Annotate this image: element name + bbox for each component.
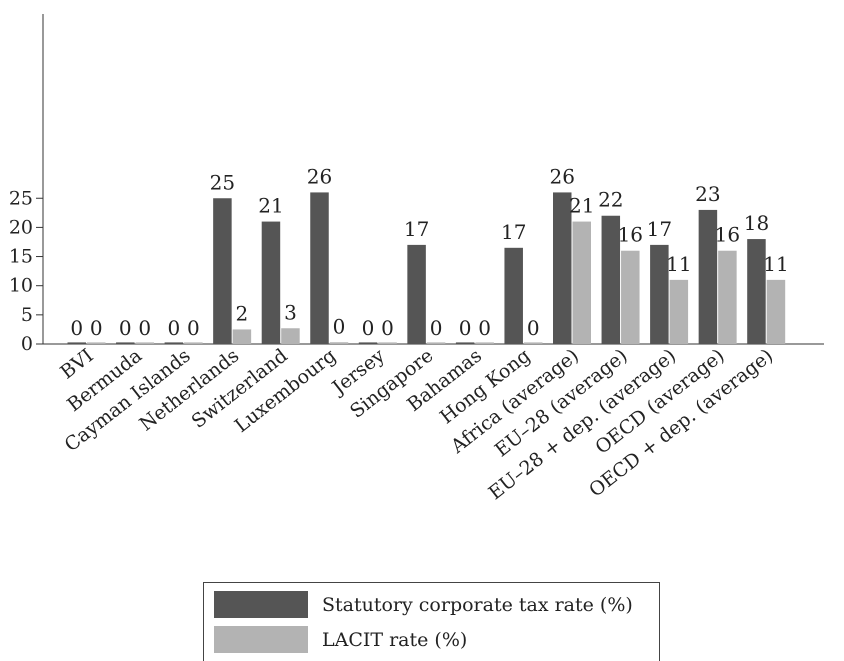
value-label-statutory: 0: [362, 316, 375, 340]
bar-statutory: [698, 209, 718, 344]
legend-label-statutory: Statutory corporate tax rate (%): [322, 593, 633, 616]
bar-lacit: [87, 342, 106, 344]
y-tick-label: 5: [21, 304, 33, 326]
bar-statutory: [213, 198, 232, 344]
bar-lacit: [475, 342, 494, 344]
bar-lacit: [135, 342, 155, 344]
bar-statutory: [358, 342, 378, 344]
y-tick-label: 15: [9, 246, 33, 268]
bar-lacit: [766, 279, 786, 344]
value-label-statutory: 25: [210, 170, 235, 194]
value-label-lacit: 11: [666, 252, 691, 276]
value-label-lacit: 0: [90, 316, 103, 340]
value-label-statutory: 22: [598, 188, 623, 212]
value-label-statutory: 17: [404, 217, 429, 241]
value-label-statutory: 17: [647, 217, 672, 241]
value-label-statutory: 23: [695, 182, 720, 206]
value-label-statutory: 26: [307, 164, 332, 188]
bar-statutory: [650, 244, 669, 344]
legend-label-lacit: LACIT rate (%): [322, 628, 468, 651]
value-label-statutory: 21: [258, 194, 283, 218]
bar-lacit: [329, 342, 349, 344]
bar-lacit: [184, 342, 203, 344]
value-label-statutory: 0: [167, 316, 180, 340]
bar-statutory: [747, 239, 766, 344]
bar-statutory: [116, 342, 135, 344]
bar-statutory: [553, 192, 572, 344]
bar-lacit: [718, 250, 737, 344]
value-label-statutory: 26: [550, 164, 575, 188]
value-label-lacit: 0: [187, 316, 200, 340]
value-label-lacit: 0: [333, 314, 346, 338]
value-label-lacit: 3: [284, 300, 297, 324]
value-label-statutory: 0: [459, 316, 472, 340]
value-label-statutory: 18: [744, 211, 769, 235]
bar-statutory: [164, 342, 184, 344]
value-label-lacit: 0: [478, 316, 491, 340]
bar-statutory: [407, 244, 426, 344]
bar-statutory: [67, 342, 86, 344]
bar-statutory: [455, 342, 475, 344]
y-tick-label: 20: [9, 216, 33, 238]
bar-lacit: [669, 279, 689, 344]
value-label-lacit: 0: [430, 316, 443, 340]
value-label-lacit: 2: [236, 301, 249, 325]
value-label-lacit: 11: [763, 252, 788, 276]
legend-swatch-lacit: [214, 626, 308, 653]
bar-statutory: [504, 247, 523, 344]
bar-statutory: [261, 221, 281, 344]
value-label-lacit: 21: [569, 194, 594, 218]
value-label-lacit: 0: [527, 316, 540, 340]
bar-lacit: [523, 342, 543, 344]
bar-lacit: [621, 250, 640, 344]
value-label-statutory: 0: [119, 316, 132, 340]
value-label-lacit: 16: [618, 223, 643, 247]
bar-lacit: [378, 342, 397, 344]
value-label-lacit: 0: [381, 316, 394, 340]
y-tick-label: 25: [9, 187, 33, 209]
bar-statutory: [310, 192, 329, 344]
bar-lacit: [426, 342, 446, 344]
y-tick-label: 10: [9, 275, 33, 297]
chart-legend: Statutory corporate tax rate (%) LACIT r…: [203, 582, 660, 661]
value-label-statutory: 0: [70, 316, 83, 340]
bar-lacit: [572, 221, 591, 344]
legend-item-lacit: LACIT rate (%): [214, 626, 467, 653]
value-label-lacit: 0: [138, 316, 151, 340]
bar-lacit: [232, 329, 252, 344]
value-label-statutory: 17: [501, 220, 526, 244]
y-tick-label: 0: [21, 333, 33, 355]
legend-item-statutory: Statutory corporate tax rate (%): [214, 591, 633, 618]
value-label-lacit: 16: [715, 223, 740, 247]
legend-swatch-statutory: [214, 591, 308, 618]
bar-lacit: [281, 328, 300, 344]
bar-statutory: [601, 215, 621, 344]
